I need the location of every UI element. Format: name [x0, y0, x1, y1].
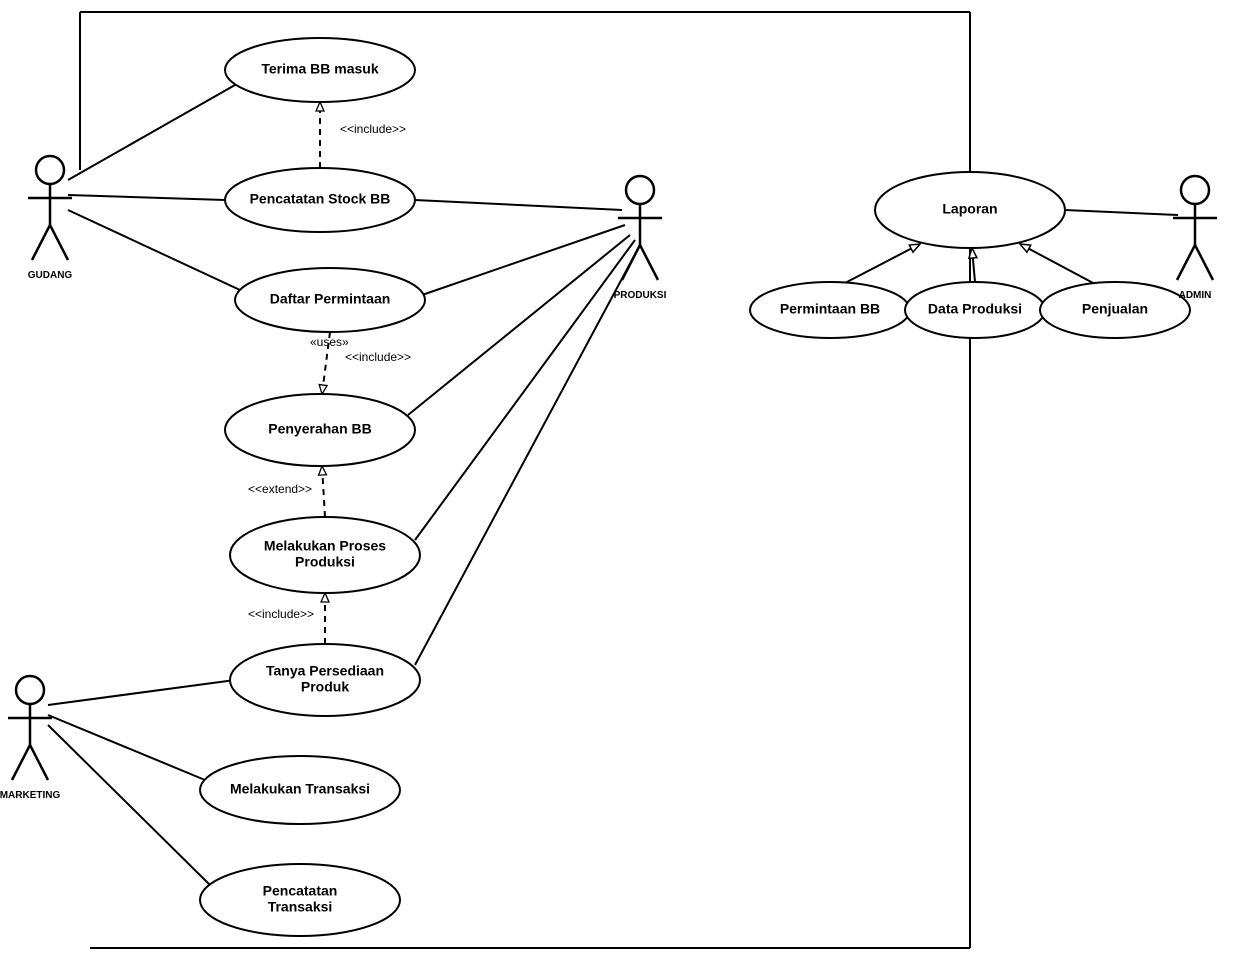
actor-gudang: GUDANG	[28, 156, 73, 281]
usecase-label: Permintaan BB	[780, 301, 880, 317]
usecase-label: Penyerahan BB	[268, 421, 371, 437]
generalization-edge	[845, 244, 920, 283]
usecase-label: Pencatatan Stock BB	[250, 191, 391, 207]
usecase-label: Melakukan Proses	[264, 538, 386, 554]
stereotype-label: <<include>>	[345, 350, 411, 364]
actor-label: MARKETING	[0, 790, 60, 801]
actor-produksi: PRODUKSI	[614, 176, 667, 301]
usecase-label: Penjualan	[1082, 301, 1148, 317]
assoc-edge	[422, 225, 625, 295]
usecase-label: Daftar Permintaan	[270, 291, 391, 307]
usecase-diagram: Terima BB masuk Pencatatan Stock BB Daftar…	[0, 0, 1239, 961]
usecase-label: Tanya Persediaan	[266, 663, 384, 679]
generalization-edge	[1020, 244, 1095, 284]
usecase-label: Data Produksi	[928, 301, 1022, 317]
actor-label: GUDANG	[28, 270, 73, 281]
assoc-edge	[68, 85, 235, 180]
assoc-edge	[48, 680, 235, 705]
usecase-label: Transaksi	[268, 899, 333, 915]
actor-marketing: MARKETING	[0, 676, 60, 801]
usecase-label: Produksi	[295, 554, 355, 570]
dependency-edge	[322, 466, 325, 517]
generalization-edge	[972, 248, 975, 282]
assoc-edge	[415, 245, 640, 665]
actor-label: ADMIN	[1179, 290, 1212, 301]
usecase-label: Laporan	[942, 201, 997, 217]
stereotype-label: <<include>>	[248, 607, 314, 621]
stereotype-label: <<include>>	[340, 122, 406, 136]
usecase-label: Terima BB masuk	[261, 61, 378, 77]
usecase-label: Pencatatan	[263, 883, 338, 899]
actor-label: PRODUKSI	[614, 290, 667, 301]
usecase-label: Produk	[301, 679, 349, 695]
assoc-edge	[415, 200, 622, 210]
actor-admin: ADMIN	[1173, 176, 1217, 301]
stereotype-label: «uses»	[310, 335, 349, 349]
usecase-label: Melakukan Transaksi	[230, 781, 370, 797]
assoc-edge	[1065, 210, 1178, 215]
stereotype-label: <<extend>>	[248, 482, 312, 496]
assoc-edge	[68, 195, 225, 200]
assoc-edge	[68, 210, 240, 290]
